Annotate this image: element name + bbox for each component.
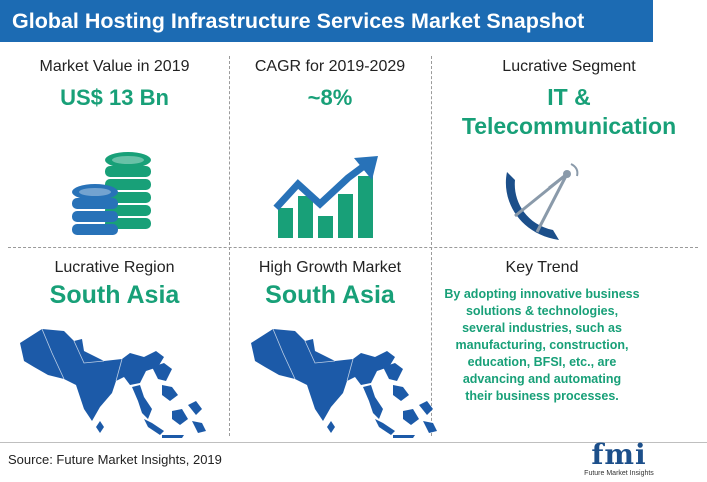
- logo-subtitle: Future Market Insights: [584, 470, 654, 477]
- region-value: South Asia: [49, 281, 180, 309]
- market-value-label: Market Value in 2019: [39, 58, 190, 75]
- database-stack-icon: [70, 148, 160, 243]
- growth-chart-icon: [272, 156, 382, 241]
- fmi-logo: fmi Future Market Insights: [584, 438, 654, 480]
- market-value-value: US$ 13 Bn: [60, 85, 169, 110]
- key-trend-cell: Key Trend By adopting innovative busines…: [431, 259, 653, 405]
- segment-value-line1: IT &: [547, 84, 591, 110]
- snapshot-grid: Market Value in 2019 US$ 13 Bn: [0, 48, 707, 438]
- satellite-dish-icon: [497, 156, 587, 246]
- key-trend-line: several industries, such as: [462, 321, 622, 335]
- south-asia-map-icon: [12, 323, 212, 438]
- region-label: Lucrative Region: [54, 259, 175, 276]
- logo-text: fmi: [591, 438, 647, 471]
- segment-label: Lucrative Segment: [502, 58, 636, 75]
- key-trend-line: their business processes.: [465, 389, 619, 403]
- source-note: Source: Future Market Insights, 2019: [8, 452, 222, 467]
- key-trend-text: By adopting innovative business solution…: [431, 286, 653, 405]
- key-trend-label: Key Trend: [505, 259, 579, 276]
- footer-divider: [0, 442, 707, 443]
- growth-market-cell: High Growth Market South Asia: [229, 259, 437, 438]
- divider-vertical-2: [431, 56, 432, 436]
- cagr-label: CAGR for 2019-2029: [254, 58, 406, 75]
- cagr-cell: CAGR for 2019-2029 ~8%: [229, 58, 431, 238]
- key-trend-line: advancing and automating: [462, 372, 622, 386]
- region-cell: Lucrative Region South Asia: [0, 259, 229, 438]
- growth-market-label: High Growth Market: [258, 259, 402, 276]
- market-value-cell: Market Value in 2019 US$ 13 Bn: [0, 58, 229, 235]
- growth-market-value: South Asia: [265, 281, 395, 309]
- divider-horizontal: [8, 247, 698, 248]
- cagr-value: ~8%: [307, 85, 353, 110]
- south-asia-map-icon: [243, 323, 443, 438]
- key-trend-line: education, BFSI, etc., are: [467, 355, 617, 369]
- key-trend-line: solutions & technologies,: [465, 304, 619, 318]
- key-trend-line: manufacturing, construction,: [455, 338, 629, 352]
- key-trend-line: By adopting innovative business: [444, 287, 640, 301]
- segment-value-line2: Telecommunication: [461, 113, 677, 139]
- segment-cell: Lucrative Segment IT & Telecommunication: [431, 58, 707, 240]
- page-title: Global Hosting Infrastructure Services M…: [0, 0, 653, 42]
- divider-vertical-1: [229, 56, 230, 436]
